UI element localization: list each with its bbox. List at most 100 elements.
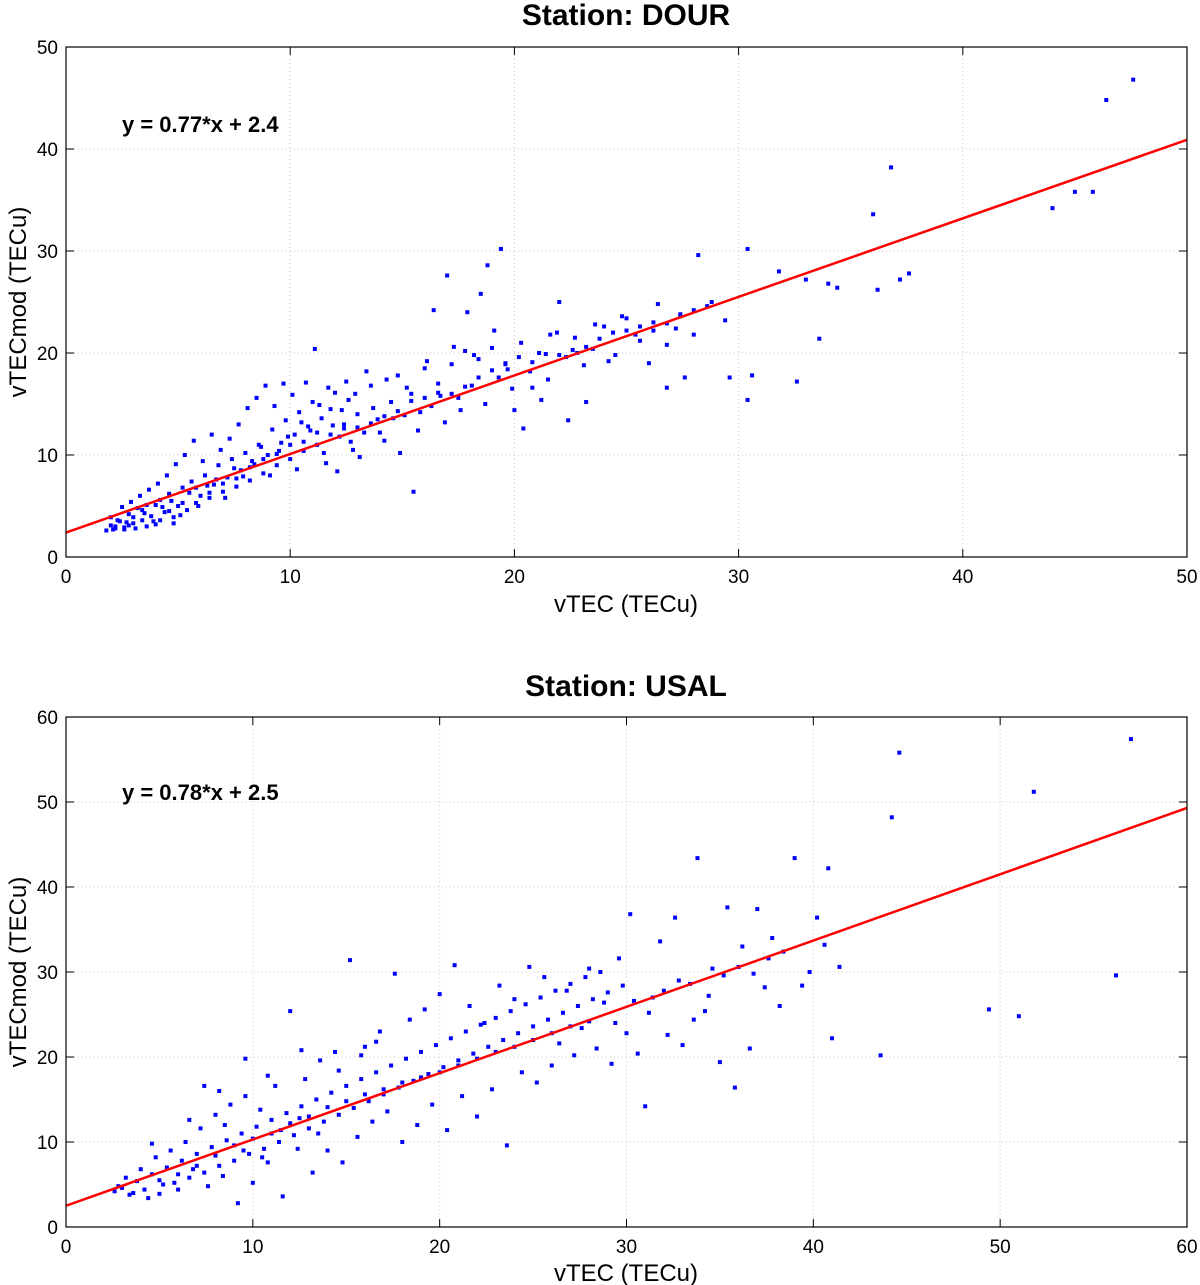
data-point xyxy=(263,383,268,388)
data-point xyxy=(617,956,622,961)
data-point xyxy=(178,513,183,518)
data-point xyxy=(279,440,284,445)
data-point xyxy=(310,399,315,404)
data-point xyxy=(463,1029,468,1034)
data-point xyxy=(436,390,441,395)
data-point xyxy=(682,375,687,380)
data-point xyxy=(371,406,376,411)
data-point xyxy=(191,438,196,443)
data-point xyxy=(620,314,625,319)
data-point xyxy=(418,1075,423,1080)
data-point xyxy=(583,975,588,980)
data-point xyxy=(745,246,750,251)
data-point xyxy=(342,422,347,427)
data-point xyxy=(306,424,311,429)
data-point xyxy=(400,1140,405,1144)
data-point xyxy=(606,359,611,364)
data-point xyxy=(382,438,387,443)
data-point xyxy=(528,369,533,374)
data-point xyxy=(247,478,252,483)
data-point xyxy=(111,527,116,532)
data-point xyxy=(344,1099,349,1104)
data-point xyxy=(465,310,470,315)
data-point xyxy=(169,498,174,503)
data-point xyxy=(602,1000,607,1005)
data-point xyxy=(602,324,607,329)
plot-area: 0 10 20 30 40 50 60 0 10 20 30 40 50 60 xyxy=(37,708,1198,1258)
data-point xyxy=(456,395,461,400)
data-point xyxy=(395,409,400,414)
data-point xyxy=(153,502,158,507)
data-point xyxy=(299,1104,304,1109)
data-point xyxy=(180,500,185,505)
data-point xyxy=(196,504,201,508)
data-point xyxy=(232,1158,237,1163)
data-point xyxy=(340,1160,345,1165)
data-point xyxy=(160,505,165,510)
x-tick-label: 60 xyxy=(1176,1237,1197,1258)
y-tick-label: 30 xyxy=(37,963,58,984)
y-axis-label: vTECmod (TECu) xyxy=(5,207,32,398)
data-point xyxy=(303,380,308,385)
data-point xyxy=(717,1060,722,1065)
data-point xyxy=(463,384,468,389)
data-point xyxy=(254,1124,259,1129)
data-point xyxy=(269,1117,274,1122)
data-point xyxy=(815,915,820,920)
data-point xyxy=(661,988,666,993)
data-point xyxy=(209,1145,214,1150)
data-point xyxy=(572,1053,577,1058)
data-point xyxy=(225,475,230,480)
data-point xyxy=(451,344,456,349)
data-point xyxy=(310,1170,315,1175)
data-point xyxy=(164,1165,169,1170)
data-point xyxy=(368,421,373,426)
data-point xyxy=(129,499,134,504)
data-point xyxy=(696,253,701,258)
data-point xyxy=(673,915,678,920)
data-point xyxy=(162,510,167,515)
data-point xyxy=(274,451,279,456)
data-point xyxy=(284,1111,289,1116)
data-point xyxy=(366,1099,371,1104)
data-point xyxy=(261,457,266,462)
data-point xyxy=(355,1134,360,1139)
data-point xyxy=(312,346,317,351)
data-point xyxy=(566,418,571,423)
data-point xyxy=(770,936,775,940)
data-point xyxy=(187,1175,192,1180)
data-point xyxy=(400,1080,405,1085)
data-point xyxy=(572,335,577,340)
data-point xyxy=(463,348,468,353)
data-point xyxy=(258,1107,263,1112)
data-point xyxy=(167,491,172,496)
data-point xyxy=(315,430,320,435)
data-point xyxy=(564,988,569,993)
data-point xyxy=(375,417,380,422)
x-tick-label: 50 xyxy=(1176,567,1197,588)
data-point xyxy=(442,420,447,425)
data-point xyxy=(362,1092,367,1097)
data-point xyxy=(830,1036,835,1041)
data-point xyxy=(243,450,248,455)
data-point xyxy=(624,316,629,321)
data-point xyxy=(127,1192,132,1197)
data-point xyxy=(489,345,494,350)
data-point xyxy=(475,1114,480,1119)
x-tick-label: 20 xyxy=(429,1237,450,1258)
data-point xyxy=(321,1119,326,1124)
data-point xyxy=(503,362,508,367)
data-point xyxy=(288,442,293,447)
data-point xyxy=(709,300,714,304)
x-tick-label: 10 xyxy=(242,1237,263,1258)
data-point xyxy=(777,1004,782,1008)
data-point xyxy=(745,397,750,402)
data-point xyxy=(906,271,911,276)
data-point xyxy=(137,493,142,498)
data-point xyxy=(505,367,510,372)
data-point xyxy=(560,1010,565,1015)
data-point xyxy=(631,998,636,1003)
data-point xyxy=(265,453,270,457)
data-point xyxy=(1131,77,1136,82)
